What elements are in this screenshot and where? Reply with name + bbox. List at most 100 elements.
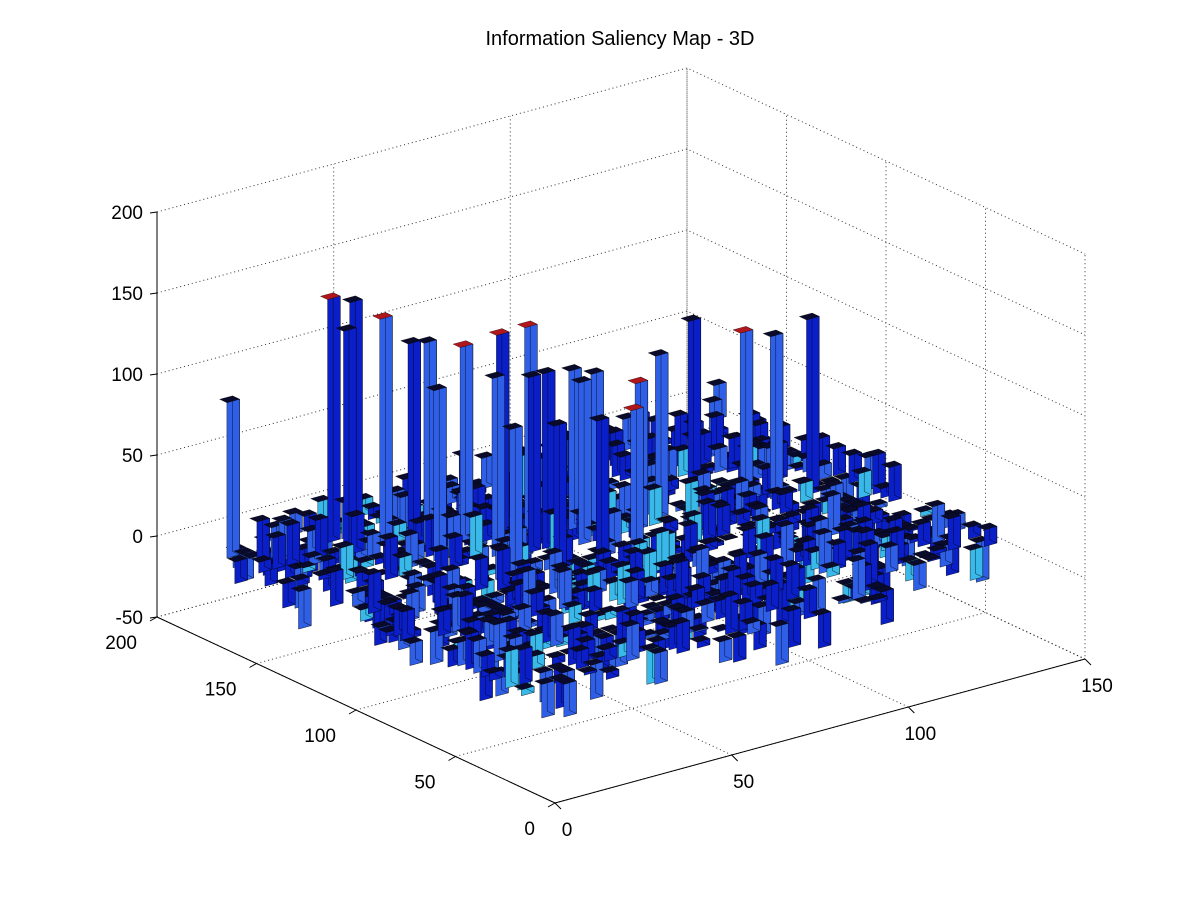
surface-bar [695, 497, 717, 541]
bar-face-top [401, 569, 423, 577]
bar-face-top [609, 605, 630, 613]
surface-bar [940, 511, 962, 551]
bars-layer [219, 292, 998, 719]
surface-bar [353, 555, 375, 570]
bar-face-top [697, 537, 719, 545]
bar-face-top [739, 616, 761, 625]
bar-face-top [481, 666, 503, 674]
bar-face-top [649, 616, 671, 624]
bar-face-top [489, 544, 511, 552]
surface-bar [289, 573, 310, 587]
surface-bar [544, 650, 566, 666]
bar-face-side [465, 340, 474, 539]
bar-face-top [773, 519, 795, 528]
surface-bar [638, 575, 659, 598]
surface-bar [372, 312, 393, 547]
bar-face-top [865, 448, 886, 456]
bar-face-top [636, 547, 658, 555]
z-tick-label: 150 [111, 284, 143, 305]
surface-bar [881, 460, 902, 503]
bar-face-top [439, 564, 461, 572]
bar-face-side [232, 395, 240, 556]
surface-bar [641, 483, 663, 527]
bar-face-top [844, 554, 866, 563]
bar-face-top [851, 466, 872, 474]
bar-face-side [515, 422, 523, 573]
bar-face-side [413, 336, 421, 536]
bar-face-top [502, 632, 524, 640]
bar-face-top [440, 644, 462, 652]
bar-face-top [598, 556, 620, 564]
surface-bar [780, 604, 802, 649]
bar-face-top [976, 522, 998, 530]
bar-face-top [322, 565, 344, 573]
surface-bar [319, 292, 341, 543]
bar-face-top [561, 364, 582, 372]
bar-face-top [479, 610, 500, 618]
surface-bar [301, 550, 323, 566]
bar-face-top [483, 591, 505, 599]
bar-face-top [471, 600, 492, 608]
surface-bar [534, 366, 556, 550]
x-tick-mark [1084, 658, 1092, 666]
z-tick-mark [149, 211, 158, 214]
bar-face-top [835, 578, 857, 586]
surface-bar [810, 608, 832, 649]
bar-face-top [669, 617, 691, 625]
bar-face-top [910, 518, 932, 526]
surface-bar [746, 549, 768, 586]
surface-bar [581, 585, 603, 613]
bar-face-top [772, 488, 794, 496]
bar-face-top [711, 635, 733, 643]
bar-face-top [645, 635, 667, 643]
y-tick-mark [448, 756, 456, 761]
bar-face-top [687, 623, 709, 632]
bar-face-top [926, 544, 948, 552]
bar-face-top [867, 592, 888, 600]
bar-face-side [583, 375, 592, 542]
y-tick-label: 0 [524, 819, 535, 840]
y-tick-mark [348, 709, 357, 715]
surface-bar [825, 538, 847, 571]
surface-bar [467, 553, 489, 591]
bar-face-top [570, 376, 592, 384]
bar-face-top [227, 554, 248, 563]
bar-face-top [883, 526, 905, 534]
bar-face-side [818, 574, 826, 611]
surface-bar [962, 543, 984, 581]
bar-face-top [544, 651, 566, 659]
bar-face-side [373, 567, 382, 611]
bar-face-top [852, 595, 874, 604]
bar-face-top [780, 510, 802, 518]
surface-bar [778, 559, 800, 601]
bar-face-top [646, 594, 667, 602]
bar-face-top [767, 514, 789, 522]
surface-bar [690, 428, 712, 466]
bar-face-side [497, 371, 505, 554]
bar-face-side [439, 383, 447, 558]
bar-face-top [510, 559, 531, 567]
bar-face-top [940, 512, 962, 520]
surface-bar [667, 409, 688, 455]
surface-bar [877, 541, 899, 574]
bar-face-top [542, 609, 564, 617]
bar-face-top [335, 324, 357, 332]
grid-line-z [156, 67, 1086, 255]
surface-bar [596, 642, 618, 662]
bar-face-top [626, 538, 648, 546]
surface-bar [295, 560, 317, 574]
bar-face-top [677, 476, 699, 485]
surface-bar [773, 519, 795, 567]
y-tick-label: 100 [304, 726, 336, 747]
bar-face-top [708, 477, 730, 485]
bar-face-top [726, 550, 748, 558]
bar-face-top [623, 609, 645, 617]
bar-face-top [249, 514, 271, 522]
surface-bar [349, 566, 370, 588]
bar-face-side [502, 544, 511, 588]
bar-face-top [427, 570, 448, 578]
bar-face-top [440, 511, 461, 519]
surface-bar [844, 554, 866, 601]
surface-bar [290, 584, 312, 630]
